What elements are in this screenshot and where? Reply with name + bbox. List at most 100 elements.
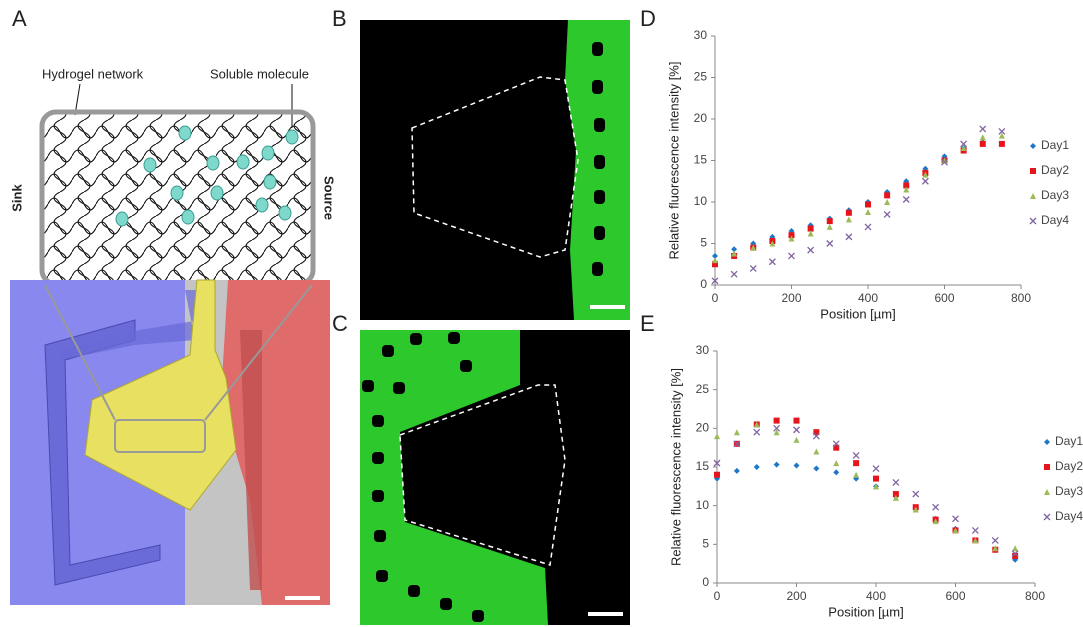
panel-label: D [640, 6, 656, 31]
x-tick-label: 200 [786, 589, 806, 603]
point [794, 437, 800, 443]
point [903, 197, 909, 203]
point [827, 241, 833, 247]
legend-marker [1044, 489, 1050, 495]
point [750, 265, 756, 271]
point [933, 504, 939, 510]
y-tick-label: 25 [694, 70, 708, 84]
molecule-label: Soluble molecule [210, 66, 309, 81]
legend-label: Day1 [1041, 138, 1069, 152]
legend-marker [1030, 193, 1036, 199]
y-tick-label: 20 [696, 421, 710, 435]
point [789, 253, 795, 259]
x-tick-label: 400 [866, 589, 886, 603]
point [813, 449, 819, 455]
point [731, 271, 737, 277]
x-axis-label: Position [µm] [828, 604, 903, 619]
x-tick-label: 800 [1025, 589, 1045, 603]
point [794, 427, 800, 433]
point [813, 466, 819, 472]
point [833, 469, 839, 475]
point [980, 134, 986, 140]
point [865, 209, 871, 215]
point [846, 216, 852, 222]
x-tick-label: 0 [712, 291, 719, 305]
point [769, 259, 775, 265]
page: A Hydrogel network Soluble molecule Sink… [0, 0, 1083, 627]
micrograph-c [360, 330, 630, 625]
panel-label: E [640, 311, 655, 336]
panel-label: A [12, 6, 27, 31]
legend-label: Day2 [1055, 459, 1083, 473]
point [893, 479, 899, 485]
panel-label: B [332, 6, 347, 31]
point [734, 468, 740, 474]
legend-marker [1044, 439, 1050, 445]
point [808, 247, 814, 253]
source-label: Source [322, 176, 337, 220]
point [853, 472, 859, 478]
point [712, 257, 718, 263]
point [873, 476, 879, 482]
x-tick-label: 400 [858, 291, 878, 305]
y-tick-label: 5 [702, 537, 709, 551]
legend-label: Day3 [1055, 484, 1083, 498]
legend-label: Day1 [1055, 434, 1083, 448]
y-tick-label: 15 [696, 459, 710, 473]
y-tick-label: 30 [696, 343, 710, 357]
point [827, 218, 833, 224]
point [1012, 545, 1018, 551]
legend-marker [1030, 218, 1036, 224]
point [980, 126, 986, 132]
point [922, 178, 928, 184]
y-tick-label: 15 [694, 153, 708, 167]
point [972, 527, 978, 533]
legend-label: Day4 [1041, 213, 1069, 227]
y-tick-label: 10 [696, 498, 710, 512]
point [884, 192, 890, 198]
point [865, 224, 871, 230]
legend-marker [1030, 168, 1036, 174]
point [980, 141, 986, 147]
point [734, 429, 740, 435]
figure: A Hydrogel network Soluble molecule Sink… [0, 0, 1083, 627]
point [714, 433, 720, 439]
point [853, 452, 859, 458]
point [754, 464, 760, 470]
point [754, 429, 760, 435]
point [774, 418, 780, 424]
legend-marker [1044, 464, 1050, 470]
micrograph-b [360, 20, 630, 320]
point [714, 472, 720, 478]
x-axis-label: Position [µm] [820, 306, 895, 321]
y-tick-label: 0 [702, 575, 709, 589]
point [833, 460, 839, 466]
point [774, 462, 780, 468]
point [992, 537, 998, 543]
x-tick-label: 600 [934, 291, 954, 305]
y-tick-label: 5 [700, 236, 707, 250]
y-tick-label: 25 [696, 382, 710, 396]
y-tick-label: 30 [694, 28, 708, 42]
hydrogel-label: Hydrogel network [42, 66, 144, 81]
point [884, 211, 890, 217]
point [873, 466, 879, 472]
point [999, 141, 1005, 147]
legend-label: Day4 [1055, 509, 1083, 523]
point [865, 201, 871, 207]
point [794, 462, 800, 468]
legend-label: Day3 [1041, 188, 1069, 202]
legend-marker [1044, 514, 1050, 520]
point [853, 460, 859, 466]
x-tick-label: 0 [714, 589, 721, 603]
device-render [10, 280, 330, 605]
x-tick-label: 200 [781, 291, 801, 305]
y-tick-label: 0 [700, 277, 707, 291]
y-axis-label: Relative fluorescence intensity [%] [668, 368, 683, 566]
panel-label: C [332, 311, 348, 336]
point [884, 199, 890, 205]
x-tick-label: 600 [945, 589, 965, 603]
y-axis-label: Relative fluorescence intensity [%] [666, 62, 681, 260]
y-tick-label: 20 [694, 111, 708, 125]
point [913, 491, 919, 497]
